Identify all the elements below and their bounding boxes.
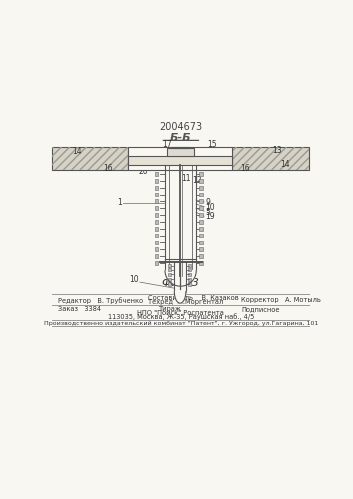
Bar <box>155 248 158 251</box>
Bar <box>199 193 203 197</box>
Text: 20: 20 <box>139 167 148 176</box>
Bar <box>171 147 189 148</box>
Text: 16: 16 <box>240 164 250 173</box>
Bar <box>155 186 158 190</box>
Bar <box>155 227 158 231</box>
Bar <box>199 200 203 203</box>
Bar <box>188 282 191 285</box>
Bar <box>199 254 203 258</box>
Bar <box>155 179 158 183</box>
Bar <box>127 147 232 170</box>
Text: 2004673: 2004673 <box>159 122 203 132</box>
Bar <box>155 193 158 197</box>
Bar <box>167 148 194 156</box>
Bar <box>199 248 203 251</box>
Bar <box>188 264 191 267</box>
Bar <box>52 147 127 170</box>
Text: Тираж: Тираж <box>159 306 182 312</box>
Text: 17: 17 <box>162 140 172 149</box>
Bar <box>199 234 203 238</box>
Bar <box>168 264 171 267</box>
Bar <box>199 179 203 183</box>
Text: 14: 14 <box>280 160 290 169</box>
Text: 19: 19 <box>205 213 215 222</box>
Bar <box>199 227 203 231</box>
Bar <box>155 261 158 265</box>
Bar <box>52 147 127 170</box>
Text: Составитель    В. Казаков: Составитель В. Казаков <box>148 295 239 301</box>
Text: Производственно издательский комбинат "Патент", г. Ужгород, ул.Гагарина, 101: Производственно издательский комбинат "П… <box>44 320 318 326</box>
Bar <box>168 268 171 271</box>
Bar <box>168 273 171 276</box>
Bar <box>199 220 203 224</box>
Text: 10: 10 <box>205 203 215 212</box>
Bar <box>188 278 191 281</box>
Bar <box>232 147 310 170</box>
Polygon shape <box>165 270 196 286</box>
Text: 9: 9 <box>205 198 210 207</box>
Bar <box>168 282 171 285</box>
Bar <box>155 172 158 176</box>
Bar <box>168 278 171 281</box>
Bar <box>199 172 203 176</box>
Bar <box>232 147 310 170</box>
Polygon shape <box>174 291 186 303</box>
Text: Подписное: Подписное <box>241 306 280 312</box>
Bar <box>127 156 232 165</box>
Text: 1: 1 <box>117 198 122 207</box>
Text: 11: 11 <box>181 174 191 183</box>
Bar <box>199 206 203 210</box>
Text: 113035, Москва, Ж-35, Раушская наб., 4/5: 113035, Москва, Ж-35, Раушская наб., 4/5 <box>108 313 254 320</box>
Bar <box>155 200 158 203</box>
Bar <box>199 261 203 265</box>
Text: Корректор   А. Мотыль: Корректор А. Мотыль <box>241 297 321 303</box>
Text: Фиг. 3: Фиг. 3 <box>162 278 199 288</box>
Text: 15: 15 <box>208 140 217 149</box>
Bar <box>155 206 158 210</box>
Bar <box>199 241 203 245</box>
Text: Техред  М.Моргентал: Техред М.Моргентал <box>148 299 223 305</box>
Bar <box>155 213 158 217</box>
Text: 10: 10 <box>129 275 138 284</box>
Text: Редактор   В. Трубченко: Редактор В. Трубченко <box>58 297 143 304</box>
Text: НПО "Поиск" Роспатента: НПО "Поиск" Роспатента <box>137 310 225 316</box>
Bar <box>155 241 158 245</box>
Text: 13: 13 <box>272 146 281 155</box>
Text: 12: 12 <box>193 176 202 185</box>
Bar <box>199 186 203 190</box>
Bar <box>155 254 158 258</box>
Bar <box>199 213 203 217</box>
Text: Заказ   3384: Заказ 3384 <box>58 306 101 312</box>
Text: Б-Б: Б-Б <box>170 133 192 143</box>
Text: 5: 5 <box>205 208 210 217</box>
Bar <box>155 220 158 224</box>
Bar <box>188 273 191 276</box>
Bar <box>155 234 158 238</box>
Text: 16: 16 <box>103 164 113 173</box>
Text: 14: 14 <box>72 147 82 156</box>
Bar <box>188 268 191 271</box>
